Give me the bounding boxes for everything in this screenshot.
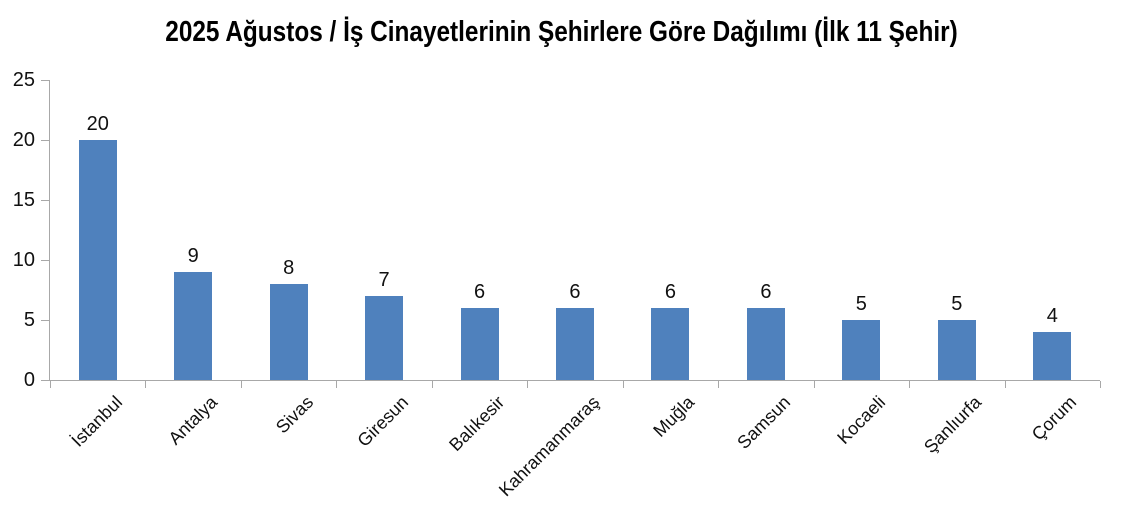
x-axis-tick bbox=[718, 381, 720, 388]
bar bbox=[651, 308, 690, 380]
x-axis-tick bbox=[336, 381, 338, 388]
y-axis-tick bbox=[41, 380, 49, 381]
x-axis-tick bbox=[813, 381, 815, 388]
x-axis-label: Kocaeli bbox=[833, 392, 890, 448]
bar-value-label: 5 bbox=[951, 293, 963, 315]
bar bbox=[842, 320, 881, 380]
x-axis-tick bbox=[1004, 381, 1006, 388]
bar-value-label: 4 bbox=[1046, 305, 1058, 327]
y-axis-tick bbox=[41, 320, 49, 321]
bar bbox=[460, 308, 499, 380]
x-axis-tick bbox=[431, 381, 433, 388]
x-axis-label: Şanlıurfa bbox=[919, 392, 985, 458]
bar-value-label: 20 bbox=[86, 113, 109, 135]
x-axis-label: Kahramanmaraş bbox=[494, 392, 604, 501]
y-axis-label: 20 bbox=[12, 129, 35, 151]
x-axis-line bbox=[50, 380, 1100, 381]
y-axis-label: 5 bbox=[23, 309, 35, 331]
bar-value-label: 9 bbox=[187, 245, 199, 267]
y-axis-label: 10 bbox=[12, 249, 35, 271]
bar bbox=[556, 308, 594, 380]
bar bbox=[1033, 332, 1072, 380]
y-axis-tick bbox=[41, 140, 49, 141]
chart-title: 2025 Ağustos / İş Cinayetlerinin Şehirle… bbox=[165, 16, 958, 48]
x-axis-label: Muğla bbox=[649, 392, 699, 441]
bar-value-label: 6 bbox=[664, 281, 676, 303]
bar bbox=[174, 272, 213, 380]
y-axis-tick bbox=[41, 80, 49, 81]
bar-value-label: 6 bbox=[473, 281, 486, 303]
x-axis-label: Çorum bbox=[1028, 392, 1081, 445]
y-axis-tick bbox=[41, 200, 49, 201]
x-axis-tick bbox=[50, 381, 51, 388]
y-axis-label: 0 bbox=[23, 369, 35, 391]
x-axis-label: Giresun bbox=[353, 392, 413, 451]
x-axis-label: Antalya bbox=[164, 392, 222, 449]
bar bbox=[746, 308, 785, 380]
bar bbox=[78, 140, 117, 380]
bar-value-label: 6 bbox=[760, 281, 772, 303]
x-axis-tick bbox=[1100, 381, 1101, 388]
bar-value-label: 5 bbox=[855, 293, 867, 315]
y-axis-label: 25 bbox=[12, 69, 35, 91]
bar bbox=[269, 284, 308, 380]
bar bbox=[365, 296, 404, 380]
x-axis-tick bbox=[909, 381, 911, 388]
x-axis-tick bbox=[622, 381, 624, 388]
x-axis-label: İstanbul bbox=[67, 392, 126, 451]
bar bbox=[937, 320, 976, 380]
bar-value-label: 8 bbox=[283, 257, 295, 279]
x-axis-tick bbox=[240, 381, 242, 388]
y-axis-line bbox=[49, 80, 50, 381]
x-axis-tick bbox=[527, 381, 529, 388]
x-axis-label: Sivas bbox=[271, 392, 317, 438]
y-axis-tick bbox=[41, 260, 49, 261]
x-axis-tick bbox=[145, 381, 147, 388]
y-axis-label: 15 bbox=[12, 189, 35, 211]
bar-value-label: 6 bbox=[569, 281, 581, 303]
x-axis-label: Samsun bbox=[733, 392, 795, 453]
bar-value-label: 7 bbox=[378, 269, 390, 291]
x-axis-label: Balıkesir bbox=[444, 392, 508, 455]
